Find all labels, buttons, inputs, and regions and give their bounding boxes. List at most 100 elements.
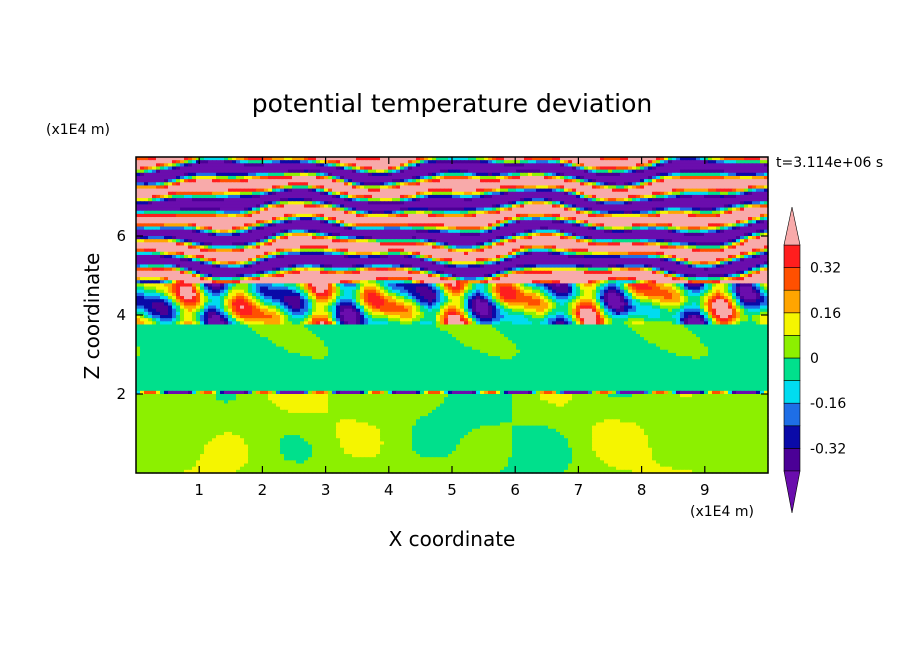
field-cell: [600, 172, 605, 177]
field-cell: [228, 163, 233, 168]
field-cell: [136, 160, 141, 164]
field-cell: [424, 169, 429, 174]
contour-field: [136, 157, 769, 474]
field-cell: [464, 157, 469, 161]
field-cell: [672, 172, 677, 177]
field-cell: [632, 166, 637, 171]
field-cell: [360, 163, 365, 168]
field-cell: [172, 160, 177, 164]
field-cell: [360, 166, 365, 171]
field-cell: [328, 157, 333, 161]
field-cell: [576, 169, 581, 174]
field-cell: [496, 163, 501, 168]
field-cell: [372, 169, 377, 174]
field-cell: [468, 172, 473, 177]
field-cell: [284, 172, 289, 177]
field-cell: [664, 172, 669, 177]
field-cell: [492, 172, 497, 177]
field-cell: [744, 166, 749, 171]
field-cell: [288, 160, 293, 164]
field-cell: [428, 160, 433, 164]
field-cell: [592, 157, 597, 161]
field-cell: [472, 166, 477, 171]
field-cell: [720, 169, 725, 174]
field-cell: [152, 166, 157, 171]
field-cell: [288, 172, 293, 177]
field-cell: [328, 163, 333, 168]
field-cell: [644, 166, 649, 171]
field-cell: [764, 157, 769, 161]
field-cell: [348, 172, 353, 177]
field-cell: [560, 160, 565, 164]
field-cell: [672, 160, 677, 164]
field-cell: [580, 169, 585, 174]
field-cell: [740, 169, 745, 174]
field-cell: [196, 160, 201, 164]
field-cell: [376, 163, 381, 168]
field-cell: [352, 157, 357, 161]
field-cell: [436, 172, 441, 177]
field-cell: [284, 163, 289, 168]
field-cell: [204, 169, 209, 174]
field-cell: [156, 163, 161, 168]
field-cell: [700, 157, 705, 161]
field-cell: [404, 163, 409, 168]
field-cell: [452, 160, 457, 164]
field-cell: [712, 169, 717, 174]
field-cell: [364, 166, 369, 171]
field-cell: [180, 157, 185, 161]
field-cell: [376, 160, 381, 164]
field-cell: [704, 169, 709, 174]
field-cell: [696, 160, 701, 164]
field-cell: [384, 163, 389, 168]
field-cell: [576, 172, 581, 177]
field-cell: [148, 169, 153, 174]
field-cell: [592, 160, 597, 164]
field-cell: [228, 157, 233, 161]
field-cell: [612, 169, 617, 174]
field-cell: [660, 163, 665, 168]
field-cell: [540, 172, 545, 177]
field-cell: [548, 166, 553, 171]
field-cell: [176, 166, 181, 171]
field-cell: [364, 169, 369, 174]
chart-title: potential temperature deviation: [252, 89, 652, 118]
field-cell: [220, 163, 225, 168]
field-cell: [532, 169, 537, 174]
field-cell: [456, 172, 461, 177]
field-cell: [724, 157, 729, 161]
field-cell: [640, 163, 645, 168]
field-cell: [348, 166, 353, 171]
field-cell: [684, 166, 689, 171]
field-cell: [420, 172, 425, 177]
field-cell: [668, 160, 673, 164]
field-cell: [708, 169, 713, 174]
field-cell: [624, 172, 629, 177]
field-cell: [532, 160, 537, 164]
field-cell: [756, 157, 761, 161]
field-cell: [548, 169, 553, 174]
field-cell: [388, 160, 393, 164]
field-cell: [144, 172, 149, 177]
field-cell: [408, 172, 413, 177]
field-cell: [648, 169, 653, 174]
field-cell: [472, 157, 477, 161]
field-cell: [572, 160, 577, 164]
field-cell: [252, 169, 257, 174]
field-cell: [236, 169, 241, 174]
field-cell: [296, 160, 301, 164]
field-cell: [412, 172, 417, 177]
field-cell: [388, 169, 393, 174]
field-cell: [312, 172, 317, 177]
field-cell: [612, 160, 617, 164]
field-cell: [688, 163, 693, 168]
field-cell: [384, 172, 389, 177]
field-cell: [740, 160, 745, 164]
field-cell: [528, 169, 533, 174]
field-cell: [232, 163, 237, 168]
field-cell: [312, 166, 317, 171]
field-cell: [216, 172, 221, 177]
field-cell: [208, 172, 213, 177]
field-cell: [276, 163, 281, 168]
field-cell: [576, 163, 581, 168]
